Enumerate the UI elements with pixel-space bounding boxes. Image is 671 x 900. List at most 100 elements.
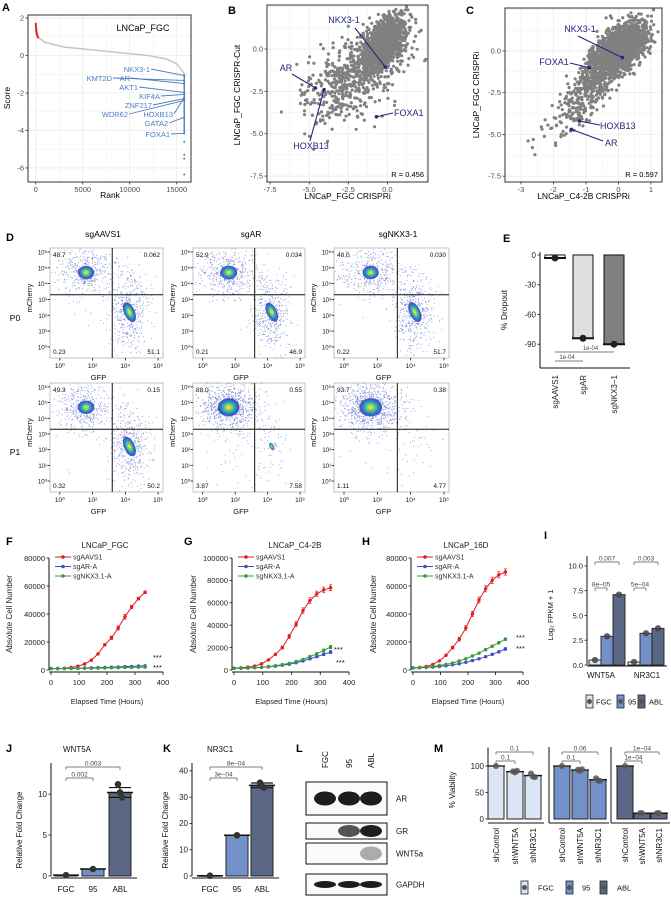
scatter-point	[605, 85, 609, 89]
event-dot	[81, 261, 83, 263]
scatter-point	[358, 48, 362, 52]
event-dot	[92, 290, 94, 292]
scatter-point	[626, 25, 630, 29]
scatter-point	[394, 46, 398, 51]
scatter-point	[648, 51, 652, 56]
event-dot	[68, 290, 71, 292]
scatter-point	[366, 56, 370, 60]
scatter-point	[400, 54, 404, 58]
event-dot	[131, 324, 133, 326]
event-dot	[90, 279, 92, 281]
scatter-point	[642, 44, 646, 49]
scatter-point	[596, 35, 600, 39]
event-dot	[123, 296, 125, 298]
event-dot	[126, 322, 128, 324]
scatter-point	[385, 33, 389, 38]
y-tick-label: 10⁰	[38, 344, 48, 351]
y-tick-label: -2	[17, 88, 24, 97]
event-dot	[60, 263, 62, 265]
scatter-point	[355, 35, 359, 39]
event-dot	[90, 290, 92, 292]
event-dot	[118, 331, 120, 333]
event-dot	[135, 321, 137, 323]
scatter-point	[595, 29, 599, 33]
scatter-point	[333, 65, 337, 69]
event-dot	[130, 346, 132, 348]
x-tick-label: 10000	[119, 185, 140, 194]
scatter-point	[554, 143, 558, 147]
event-dot	[137, 301, 139, 304]
event-dot	[68, 303, 70, 305]
event-dot	[76, 301, 78, 303]
scatter-point	[591, 84, 596, 88]
scatter-point	[582, 81, 586, 85]
event-dot	[78, 301, 80, 303]
event-dot	[121, 297, 123, 299]
scatter-point	[374, 83, 378, 87]
scatter-point	[617, 60, 621, 64]
event-dot	[136, 339, 138, 341]
panel-border	[27, 14, 192, 183]
event-dot	[79, 248, 81, 250]
event-dot	[120, 291, 122, 293]
event-dot	[74, 253, 76, 255]
scatter-point	[596, 61, 600, 65]
event-dot	[73, 271, 75, 273]
scatter-point	[352, 54, 356, 58]
event-dot	[88, 281, 90, 283]
y-tick-label: 10³	[38, 298, 47, 304]
scatter-point	[362, 103, 366, 107]
scatter-point	[375, 61, 380, 66]
event-dot	[100, 271, 102, 273]
event-dot	[108, 291, 110, 293]
scatter-point	[373, 40, 377, 44]
event-dot	[123, 341, 125, 343]
event-dot	[71, 264, 73, 266]
gene-label: HOXB13	[143, 110, 173, 119]
event-dot	[94, 274, 96, 277]
event-dot	[126, 278, 128, 280]
event-dot	[86, 253, 88, 255]
x-tick-label: 10⁰	[55, 362, 65, 370]
scatter-point	[628, 59, 632, 63]
event-dot	[102, 300, 104, 302]
scatter-point	[396, 59, 400, 63]
event-dot	[126, 300, 128, 302]
event-dot	[126, 333, 128, 335]
scatter-point	[370, 21, 374, 25]
event-dot	[135, 324, 137, 326]
y-axis-label: Score	[2, 87, 12, 109]
scatter-point	[331, 46, 335, 50]
scatter-point	[608, 35, 612, 39]
point-label: NKX3-1	[328, 15, 360, 25]
event-dot	[130, 323, 132, 325]
scatter-point	[565, 113, 569, 117]
event-dot	[104, 269, 106, 271]
scatter-point	[299, 93, 303, 97]
scatter-point	[399, 18, 403, 22]
x-tick-label: 5000	[74, 185, 91, 194]
scatter-point	[394, 53, 398, 57]
event-dot	[202, 271, 204, 273]
gene-label-line	[173, 97, 185, 115]
event-dot	[136, 318, 138, 320]
event-dot	[99, 289, 101, 291]
scatter-point	[641, 39, 646, 43]
scatter-point	[634, 40, 638, 44]
scatter-point	[412, 39, 416, 44]
scatter-point	[600, 64, 605, 68]
scatter-point	[608, 31, 613, 36]
scatter-point	[404, 29, 408, 33]
scatter-point	[366, 88, 371, 92]
event-dot	[88, 262, 90, 264]
scatter-point	[568, 116, 573, 120]
event-dot	[71, 258, 74, 260]
scatter-point	[311, 73, 315, 77]
scatter-point	[327, 71, 331, 75]
event-dot	[77, 287, 80, 289]
scatter-point	[388, 24, 392, 28]
scatter-point	[617, 24, 621, 28]
x-axis-label: GFP	[91, 373, 106, 382]
gene-label: KIF4A	[139, 92, 160, 101]
event-dot	[120, 270, 122, 272]
